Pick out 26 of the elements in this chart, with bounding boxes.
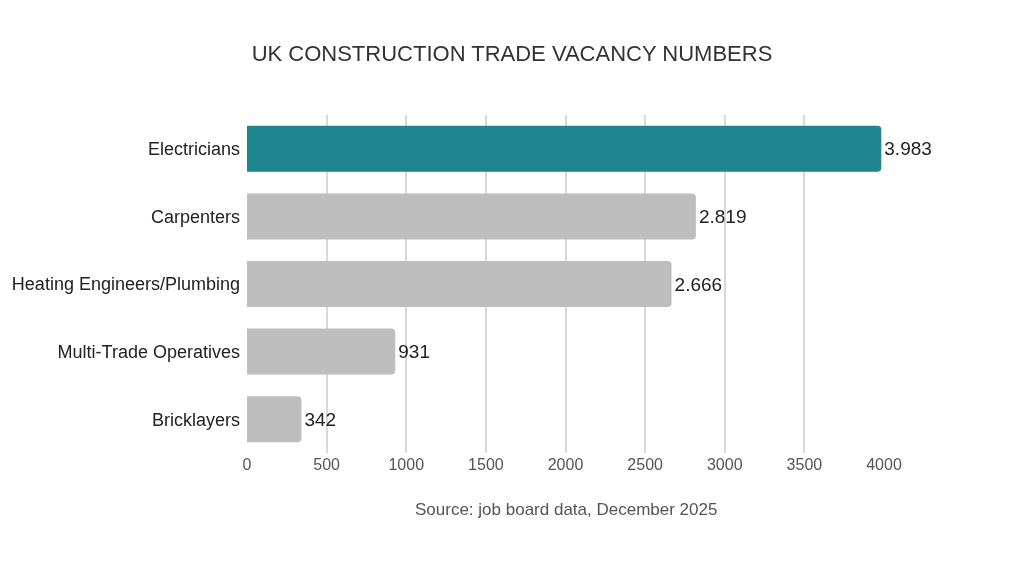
x-tick-label: 3000: [706, 456, 743, 473]
x-tick-label: 4000: [866, 456, 902, 473]
source-note: Source: job board data, December 2025: [415, 500, 718, 519]
x-tick-label: 1000: [388, 456, 425, 473]
bar: [247, 328, 396, 375]
y-tick-label: Heating Engineers/Plumbing: [11, 274, 240, 295]
bar: [247, 261, 672, 307]
y-tick-label: Carpenters: [150, 206, 240, 227]
x-tick-label: 500: [313, 456, 341, 473]
y-tick-label: Bricklayers: [151, 409, 240, 430]
y-tick-label: Multi-Trade Operatives: [57, 341, 240, 362]
y-tick-label: Electricians: [147, 139, 240, 160]
x-tick-label: 2000: [547, 456, 584, 473]
x-tick-label: 1500: [468, 456, 504, 473]
data-label: 2.666: [674, 273, 723, 295]
x-tick-label: 3500: [786, 456, 823, 473]
bar: [247, 396, 302, 443]
bar: [247, 193, 696, 240]
chart-title: UK CONSTRUCTION TRADE VACANCY NUMBERS: [251, 41, 773, 67]
x-tick-label: 0: [242, 456, 252, 473]
data-label: 2.819: [698, 205, 747, 227]
data-label: 342: [304, 408, 337, 430]
data-label: 931: [398, 341, 430, 363]
x-tick-label: 2500: [627, 456, 664, 473]
data-label: 3.983: [884, 138, 932, 160]
bar: [247, 125, 882, 172]
